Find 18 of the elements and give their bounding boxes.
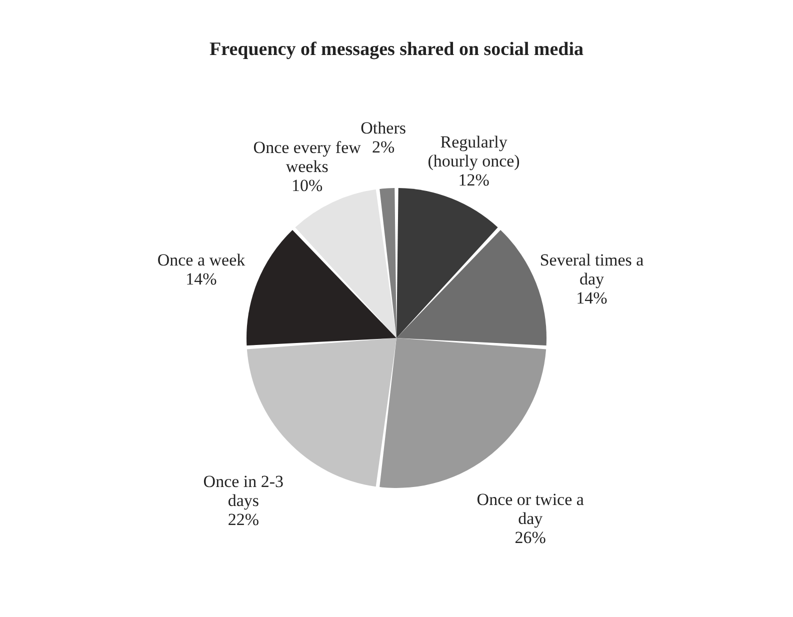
pie-slice [396, 188, 498, 338]
slice-label: Regularly (hourly once) [428, 132, 520, 171]
slice-label: Once or twice a day [476, 490, 584, 528]
slice-label: Once every few weeks [253, 138, 362, 176]
pie-slice [380, 188, 396, 338]
data-label: 26% [514, 528, 546, 547]
data-label: 22% [228, 510, 260, 529]
data-label: 12% [458, 170, 490, 190]
chart-title: Frequency of messages shared on social media [209, 39, 584, 60]
data-label: 10% [292, 176, 323, 195]
data-label: 14% [186, 270, 217, 289]
pie-slice [246, 230, 396, 346]
slice-label: Once in 2-3 days [203, 472, 284, 510]
data-label: 2% [372, 137, 395, 156]
slice-label: Several times a day [540, 250, 644, 289]
data-label: 14% [576, 288, 608, 308]
slice-label: Once a week [157, 250, 246, 270]
slice-label: Others [360, 118, 406, 138]
